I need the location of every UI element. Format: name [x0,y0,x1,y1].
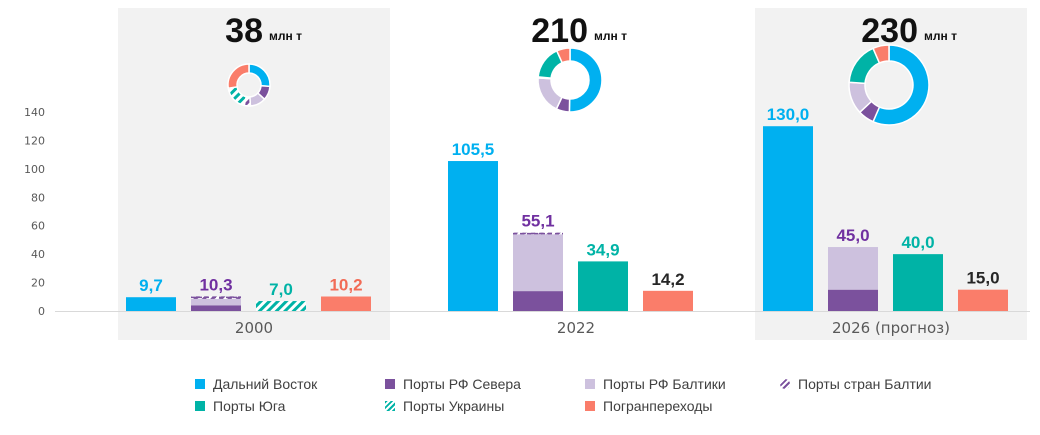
legend-swatch [385,379,395,389]
legend-label: Порты РФ Балтики [603,376,726,392]
bar-порты-рф-севера [513,291,563,311]
group-label: 2022 [557,319,595,337]
bar-дальний-восток [763,126,813,311]
bar-порты-рф-балтики [191,298,241,306]
group-label: 2026 (прогноз) [832,319,950,337]
chart: 0 20 40 60 80 100 120 140 2000 2022 2026 (прогноз)… [24,8,1030,340]
bar-порты-рф-балтики [828,247,878,290]
bar-порты-юга [893,254,943,311]
y-tick-label: 100 [24,163,45,176]
legend-label: Порты РФ Севера [403,376,521,392]
y-tick-label: 40 [31,248,45,261]
data-label: 130,0 [767,105,810,124]
legend-item: Порты РФ Балтики [585,376,726,392]
y-tick-label: 60 [31,220,45,233]
donut-slice-погранпереходы [872,44,890,64]
legend-swatch [780,379,790,389]
legend-item: Дальний Восток [195,376,317,392]
legend-item: Порты стран Балтии [780,376,932,392]
bar-погранпереходы [643,290,693,311]
donut-slice-погранпереходы [555,47,571,64]
legend-label: Порты Юга [213,398,286,414]
y-tick-label: 120 [24,134,45,147]
legend-swatch [585,401,595,411]
legend-swatch [385,401,395,411]
y-tick-label: 0 [38,305,45,318]
data-label: 40,0 [901,233,934,252]
total-unit: млн т [269,29,302,43]
legend-item: Порты Юга [195,398,285,414]
data-label: 10,3 [199,275,232,294]
bar-порты-рф-севера [828,289,878,311]
legend-swatch [195,401,205,411]
total-value: 230 [861,12,918,50]
data-label: 34,9 [586,240,619,259]
donut-slice-дальний-восток [872,44,930,126]
group-background-0 [118,8,390,340]
bar-порты-юга [578,261,628,311]
legend-item: Порты РФ Севера [385,376,521,392]
donut-slice-дальний-восток [568,47,603,113]
legend-label: Порты стран Балтии [798,376,932,392]
donut-slice-погранпереходы [227,63,250,90]
data-label: 7,0 [269,280,293,299]
y-tick-label: 140 [24,106,45,119]
data-label: 14,2 [651,270,684,289]
data-label: 15,0 [966,269,999,288]
bar-порты-рф-севера [191,305,241,311]
legend-label: Порты Украины [403,398,505,414]
y-tick-label: 80 [31,191,45,204]
total-value: 38 [225,12,263,50]
bar-порты-украины [256,301,306,311]
bar-дальний-восток [448,161,498,311]
data-label: 55,1 [521,212,554,231]
bar-порты-рф-балтики [513,234,563,292]
bar-погранпереходы [958,289,1008,311]
total-unit: млн т [594,29,627,43]
data-label: 45,0 [836,226,869,245]
group-label: 2000 [235,319,273,337]
donut-slice-порты-рф-балтики [537,77,563,110]
total-value: 210 [531,12,588,50]
data-label: 10,2 [329,276,362,295]
data-label: 9,7 [139,276,163,295]
legend-label: Дальний Восток [213,376,318,392]
legend-item: Порты Украины [385,398,504,414]
bar-дальний-восток [126,297,176,311]
legend-swatch [585,379,595,389]
legend-swatch [195,379,205,389]
y-tick-label: 20 [31,277,45,290]
legend-item: Погранпереходы [585,398,712,414]
legend-label: Погранпереходы [603,398,713,414]
bar-погранпереходы [321,296,371,311]
total-unit: млн т [924,29,957,43]
data-label: 105,5 [452,140,495,159]
